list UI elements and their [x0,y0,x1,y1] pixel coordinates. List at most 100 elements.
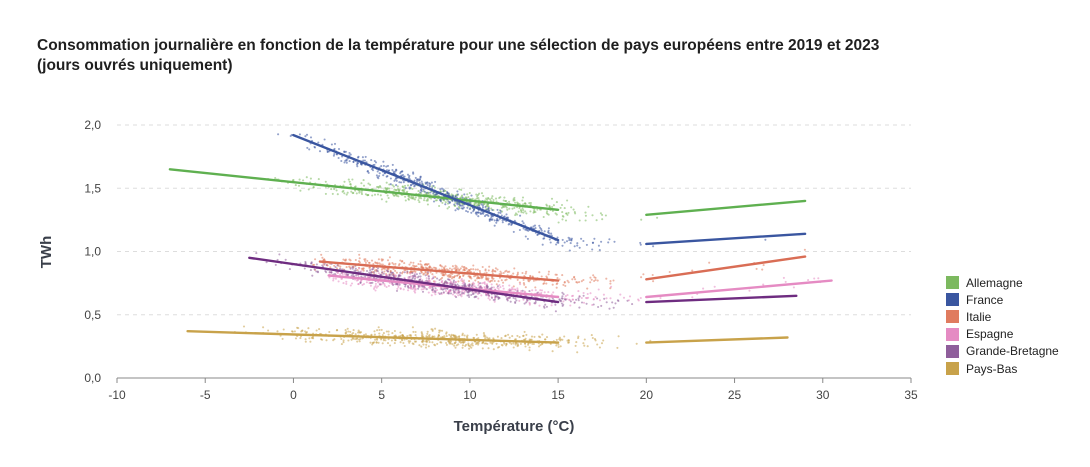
data-point [364,275,367,278]
data-point [395,184,398,187]
data-point [350,282,354,285]
legend-swatch [946,293,959,307]
data-point [584,219,587,222]
fit-line-france-1 [292,133,560,242]
data-point [429,191,432,194]
data-point [481,282,484,285]
data-point [445,268,448,271]
data-point [422,343,425,346]
data-point [713,285,716,288]
data-point [493,298,496,301]
data-point [399,170,402,174]
data-point [274,263,277,266]
data-point [582,342,585,345]
data-point [545,204,549,207]
data-point [475,211,478,214]
data-point [522,282,525,285]
data-point [420,340,423,343]
data-point [557,343,560,346]
data-point [569,242,572,245]
data-point [400,338,404,341]
data-point [333,272,337,276]
data-point [482,332,485,335]
data-point [403,175,406,178]
legend-item-pays-bas[interactable]: Pays-Bas [946,360,1059,377]
data-point [547,232,551,235]
data-point [604,214,607,217]
data-point [460,207,463,210]
data-point [520,211,523,214]
data-point [555,338,558,341]
data-point [499,209,502,213]
data-point [490,296,494,299]
data-point [388,256,391,259]
data-point [550,304,553,307]
data-point [389,183,392,186]
data-point [600,240,603,243]
data-point [489,198,492,201]
data-point [451,293,455,296]
x-tick-label: 30 [816,388,830,402]
data-point [491,195,494,198]
data-point [409,334,412,338]
data-point [494,295,497,298]
data-point [546,212,549,215]
data-point [397,285,400,289]
data-point [501,221,504,224]
data-point [350,274,353,277]
data-point [460,279,463,282]
legend-item-grande-bretagne[interactable]: Grande-Bretagne [946,343,1059,360]
data-point [479,282,482,285]
data-point [497,296,500,299]
data-point [512,198,515,201]
data-point [344,258,347,261]
fit-line-pays-bas-1 [186,330,560,344]
legend-item-espagne[interactable]: Espagne [946,326,1059,343]
data-point [499,196,502,199]
data-point [571,295,574,298]
data-point [307,327,310,330]
data-point [562,303,565,306]
data-point [335,267,339,270]
data-point [468,191,471,195]
data-point [454,209,457,212]
data-point [391,271,394,274]
data-point [370,159,373,162]
legend-item-allemagne[interactable]: Allemagne [946,274,1059,291]
data-point [521,199,524,202]
data-point [639,243,642,246]
data-point [524,286,527,289]
data-point [471,283,474,286]
data-point [764,238,767,241]
data-point [529,203,532,207]
data-point [413,179,416,182]
data-point [364,333,367,336]
data-point [318,328,321,331]
data-point [434,293,437,296]
data-point [340,343,343,346]
data-point [380,259,384,262]
data-point [462,274,465,278]
legend-item-france[interactable]: France [946,291,1059,308]
data-point [509,277,512,280]
data-point [449,292,453,295]
data-point [554,303,557,306]
legend-item-italie[interactable]: Italie [946,308,1059,325]
data-point [516,287,519,290]
data-point [315,270,318,273]
data-point [439,198,442,201]
data-point [333,152,336,156]
data-point [342,341,345,344]
data-point [305,331,308,334]
data-point [316,271,320,274]
data-point [414,176,417,179]
data-point [462,206,465,209]
data-point [577,299,580,302]
data-point [488,298,491,301]
data-point [376,329,379,332]
data-point [378,262,381,265]
data-point [486,286,489,289]
data-point [493,300,496,303]
data-point [597,305,600,309]
data-point [403,271,406,274]
